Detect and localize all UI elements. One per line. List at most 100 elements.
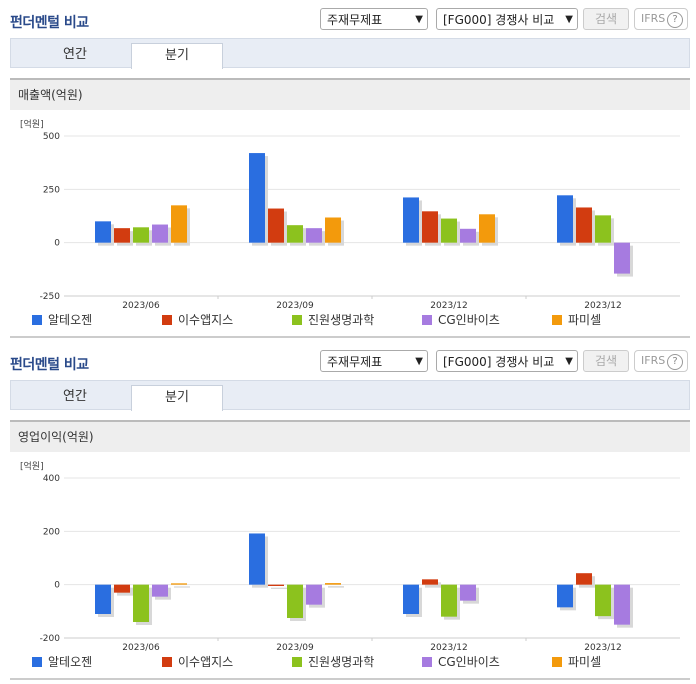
y-tick-label: 500 [43,132,60,142]
x-tick-label: 2023/12 [584,643,621,652]
unit-label: [억원] [20,462,44,472]
legend-swatch [292,315,302,325]
panel-title: 펀더멘털 비교 [10,357,89,373]
legend-item[interactable]: 알테오젠 [32,313,92,327]
tab-quarterly[interactable]: 분기 [131,385,223,411]
chevron-down-icon: ▼ [565,14,573,25]
legend-swatch [162,657,172,667]
peer-group-select[interactable]: [FG000] 경쟁사 비교 ▼ [436,350,578,372]
x-tick-label: 2023/06 [122,643,160,652]
bar[interactable] [325,217,341,243]
bar[interactable] [576,573,592,585]
section-title: 매출액(억원) [10,78,690,110]
bar[interactable] [114,228,130,243]
tab-annual[interactable]: 연간 [63,47,87,62]
bar-shadow [271,587,287,589]
bar[interactable] [460,584,476,601]
legend-swatch [422,315,432,325]
chart-legend: 알테오젠 이수앱지스 진원생명과학 CG인바이츠 파미셀 [0,313,696,329]
bar[interactable] [595,215,611,243]
bar[interactable] [576,207,592,243]
period-tabs: 연간 분기 [10,380,690,411]
bar[interactable] [479,214,495,243]
legend-item[interactable]: CG인바이츠 [422,313,500,327]
y-tick-label: -200 [40,634,61,644]
y-tick-label: 400 [43,474,60,484]
chevron-down-icon: ▼ [415,356,423,367]
legend-item[interactable]: 파미셀 [552,313,601,327]
bar[interactable] [249,533,265,585]
legend-item[interactable]: 진원생명과학 [292,655,374,669]
help-icon[interactable]: ? [667,354,683,370]
bar[interactable] [95,584,111,614]
bar[interactable] [287,225,303,243]
bar[interactable] [133,584,149,622]
legend-label: 진원생명과학 [308,313,375,327]
ifrs-toggle[interactable]: IFRS ? [634,350,688,372]
bar[interactable] [249,153,265,243]
bar[interactable] [171,583,187,585]
search-button[interactable]: 검색 [583,350,629,372]
legend-label: CG인바이츠 [438,655,500,669]
statement-select[interactable]: 주재무제표 ▼ [320,8,428,30]
bar[interactable] [422,579,438,585]
bar[interactable] [614,242,630,274]
bar[interactable] [441,218,457,243]
panel-header: 펀더멘털 비교 주재무제표 ▼ [FG000] 경쟁사 비교 ▼ 검색 IFRS ? [0,342,696,376]
search-button[interactable]: 검색 [583,8,629,30]
bar-shadow [328,586,344,588]
legend-item[interactable]: 파미셀 [552,655,601,669]
bar[interactable] [152,224,168,243]
bar[interactable] [557,584,573,608]
bar[interactable] [614,584,630,625]
legend-swatch [162,315,172,325]
bar[interactable] [287,584,303,618]
revenue-panel: 펀더멘털 비교 주재무제표 ▼ [FG000] 경쟁사 비교 ▼ 검색 IFRS ?… [0,8,696,338]
period-tabs: 연간 분기 [10,38,690,69]
statement-select[interactable]: 주재무제표 ▼ [320,350,428,372]
tab-annual[interactable]: 연간 [63,389,87,404]
bar[interactable] [114,584,130,593]
legend-label: CG인바이츠 [438,313,500,327]
bar[interactable] [422,211,438,243]
legend-swatch [552,315,562,325]
bar[interactable] [268,584,284,586]
legend-item[interactable]: 이수앱지스 [162,313,233,327]
bar[interactable] [403,197,419,243]
section-title: 영업이익(억원) [10,420,690,452]
legend-item[interactable]: 이수앱지스 [162,655,233,669]
ifrs-toggle[interactable]: IFRS ? [634,8,688,30]
x-tick-label: 2023/12 [430,643,467,652]
bar[interactable] [133,227,149,243]
y-tick-label: -250 [40,292,61,302]
bar[interactable] [460,228,476,243]
chevron-down-icon: ▼ [565,356,573,367]
legend-item[interactable]: 알테오젠 [32,655,92,669]
divider [10,678,690,680]
operating-profit-bar-chart: 400 200 0 -200 2023/06 2023/09 2023/12 2023/12 [40,474,680,652]
x-tick-label: 2023/09 [276,643,314,652]
x-tick-label: 2023/06 [122,301,160,310]
bar[interactable] [171,205,187,243]
bar[interactable] [306,228,322,243]
y-tick-label: 0 [54,581,60,591]
bar[interactable] [95,221,111,243]
bar[interactable] [441,584,457,617]
bar[interactable] [595,584,611,617]
help-icon[interactable]: ? [667,12,683,28]
bar[interactable] [557,195,573,243]
tab-quarterly[interactable]: 분기 [131,43,223,69]
legend-item[interactable]: CG인바이츠 [422,655,500,669]
legend-label: 알테오젠 [48,313,93,327]
bar-shadow [174,586,190,588]
chevron-down-icon: ▼ [415,14,423,25]
x-tick-label: 2023/12 [430,301,467,310]
legend-item[interactable]: 진원생명과학 [292,313,374,327]
peer-group-select[interactable]: [FG000] 경쟁사 비교 ▼ [436,8,578,30]
bar[interactable] [325,583,341,585]
bar[interactable] [268,208,284,243]
bar[interactable] [152,584,168,597]
legend-label: 파미셀 [568,655,602,669]
bar[interactable] [306,584,322,605]
bar[interactable] [403,584,419,614]
